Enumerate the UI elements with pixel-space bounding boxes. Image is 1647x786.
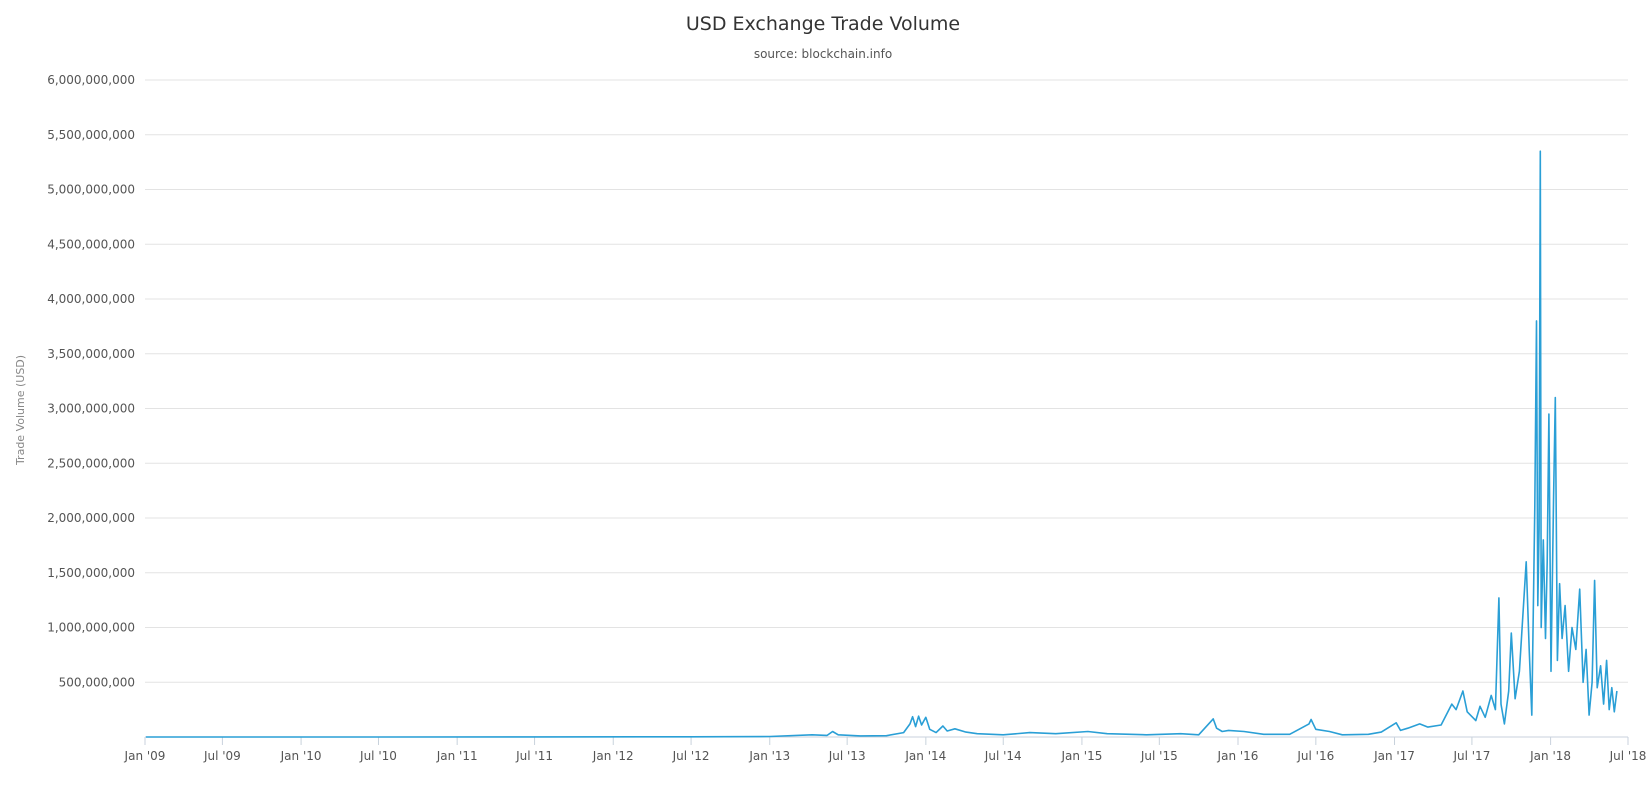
x-tick-label: Jan '16 [1217, 749, 1259, 763]
series-line [145, 150, 1618, 738]
x-tick-label: Jul '12 [672, 749, 710, 763]
y-tick-label: 1,000,000,000 [47, 621, 135, 635]
y-tick-label: 4,500,000,000 [47, 237, 135, 251]
y-tick-label: 5,000,000,000 [47, 183, 135, 197]
x-tick-label: Jul '09 [203, 749, 241, 763]
y-axis-labels: 500,000,000 1,000,000,000 1,500,000,000 2,0… [47, 73, 135, 689]
x-tick-label: Jul '17 [1452, 749, 1490, 763]
x-tick-label: Jul '13 [828, 749, 866, 763]
x-tick-label: Jan '13 [748, 749, 790, 763]
x-tick-label: Jul '11 [515, 749, 553, 763]
y-tick-label: 2,000,000,000 [47, 511, 135, 525]
series-layer [145, 150, 1618, 738]
chart-subtitle: source: blockchain.info [754, 47, 892, 61]
x-axis: Jan '09 Jul '09 Jan '10 Jul '10 Jan '11 Jul '… [124, 736, 1647, 763]
x-tick-label: Jan '17 [1373, 749, 1415, 763]
y-tick-label: 2,500,000,000 [47, 456, 135, 470]
y-tick-label: 1,500,000,000 [47, 566, 135, 580]
x-tick-label: Jan '09 [124, 749, 166, 763]
x-tick-label: Jan '18 [1529, 749, 1571, 763]
y-tick-label: 5,500,000,000 [47, 128, 135, 142]
x-tick-label: Jul '16 [1296, 749, 1334, 763]
y-tick-label: 3,000,000,000 [47, 402, 135, 416]
x-tick-label: Jul '18 [1609, 749, 1647, 763]
y-tick-label: 500,000,000 [59, 675, 135, 689]
x-tick-label: Jan '10 [280, 749, 322, 763]
y-axis-title: Trade Volume (USD) [14, 355, 27, 466]
y-tick-label: 4,000,000,000 [47, 292, 135, 306]
gridlines [145, 79, 1628, 683]
x-tick-label: Jul '10 [359, 749, 397, 763]
x-tick-label: Jul '14 [984, 749, 1022, 763]
x-tick-label: Jan '14 [904, 749, 946, 763]
chart-title: USD Exchange Trade Volume [686, 13, 960, 35]
y-tick-label: 3,500,000,000 [47, 347, 135, 361]
y-tick-label: 6,000,000,000 [47, 73, 135, 87]
x-tick-label: Jul '15 [1140, 749, 1178, 763]
x-tick-label: Jan '12 [592, 749, 634, 763]
x-tick-label: Jan '15 [1060, 749, 1102, 763]
x-tick-label: Jan '11 [436, 749, 478, 763]
